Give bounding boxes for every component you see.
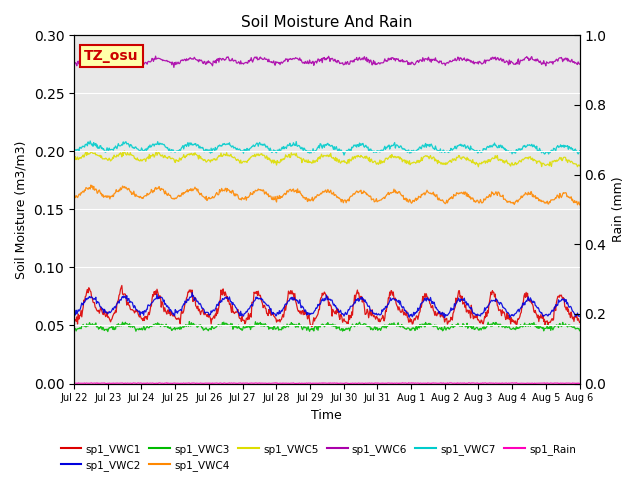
Y-axis label: Rain (mm): Rain (mm) xyxy=(612,177,625,242)
Title: Soil Moisture And Rain: Soil Moisture And Rain xyxy=(241,15,413,30)
X-axis label: Time: Time xyxy=(312,409,342,422)
Legend: sp1_VWC1, sp1_VWC2, sp1_VWC3, sp1_VWC4, sp1_VWC5, sp1_VWC6, sp1_VWC7, sp1_Rain: sp1_VWC1, sp1_VWC2, sp1_VWC3, sp1_VWC4, … xyxy=(56,439,580,475)
Y-axis label: Soil Moisture (m3/m3): Soil Moisture (m3/m3) xyxy=(15,140,28,278)
Text: TZ_osu: TZ_osu xyxy=(84,49,139,63)
